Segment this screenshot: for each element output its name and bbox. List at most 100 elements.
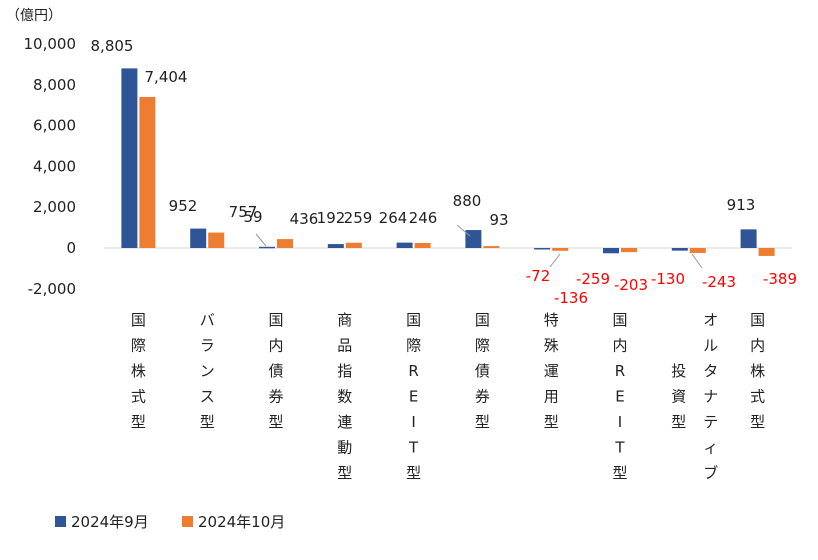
category-label-char: ナ bbox=[703, 388, 718, 406]
category-label-char: 型 bbox=[475, 413, 490, 431]
bar-2024-09 bbox=[465, 230, 482, 248]
bar-2024-09 bbox=[190, 228, 207, 248]
leader-line bbox=[691, 253, 703, 269]
bar-2024-09 bbox=[534, 248, 551, 250]
data-label-2024-10: 93 bbox=[489, 211, 508, 229]
bar-2024-09 bbox=[396, 242, 413, 248]
y-tick-label: 2,000 bbox=[33, 198, 76, 216]
category-label-char: ィ bbox=[703, 439, 718, 457]
category-label-char: R bbox=[408, 362, 418, 380]
data-label-2024-10: -203 bbox=[614, 276, 648, 294]
data-label-2024-10: 7,404 bbox=[145, 68, 188, 86]
category-label-char: 株 bbox=[750, 362, 765, 380]
data-label-2024-10: 246 bbox=[409, 209, 438, 227]
category-label-char: ス bbox=[200, 388, 215, 406]
data-label-2024-09: 264 bbox=[379, 209, 408, 227]
leader-line bbox=[456, 224, 471, 237]
category-label-char: 国 bbox=[750, 311, 765, 329]
category-label-char: 債 bbox=[475, 362, 490, 380]
legend-swatch-2024-10 bbox=[182, 516, 193, 527]
category-label-char: 品 bbox=[337, 337, 352, 355]
data-label-2024-09: 192 bbox=[317, 209, 346, 227]
y-tick-label: 4,000 bbox=[33, 157, 76, 175]
data-label-2024-10: 436 bbox=[290, 210, 319, 228]
category-label-char: 型 bbox=[750, 413, 765, 431]
category-label-char: 型 bbox=[612, 464, 627, 482]
category-label-char: 型 bbox=[200, 413, 215, 431]
category-label-char: バ bbox=[200, 311, 215, 329]
category-label-char: 債 bbox=[268, 362, 283, 380]
category-label-char: ラ bbox=[200, 337, 215, 355]
data-label-2024-09: -259 bbox=[576, 270, 610, 288]
bar-2024-10 bbox=[552, 248, 569, 251]
data-label-2024-10: -389 bbox=[763, 270, 797, 288]
bar-2024-09 bbox=[740, 229, 757, 248]
category-label-char: タ bbox=[703, 362, 718, 380]
data-label-2024-09: 8,805 bbox=[91, 37, 134, 55]
category-label-char: 株 bbox=[131, 362, 146, 380]
category-label-char: 特 bbox=[544, 311, 559, 329]
bar-2024-09 bbox=[259, 246, 275, 249]
category-label-char: オ bbox=[703, 311, 718, 329]
category-label-char: I bbox=[411, 413, 415, 431]
bar-2024-10 bbox=[758, 248, 775, 256]
category-label-char: 型 bbox=[337, 464, 352, 482]
category-label-char: ブ bbox=[703, 464, 718, 482]
category-label-char: R bbox=[615, 362, 625, 380]
category-label-char: 用 bbox=[544, 388, 559, 406]
y-tick-label: 8,000 bbox=[33, 76, 76, 94]
category-label-char: T bbox=[614, 439, 625, 457]
bar-2024-10 bbox=[689, 248, 706, 253]
bar-2024-10 bbox=[345, 242, 362, 248]
bar-2024-10 bbox=[208, 232, 225, 248]
data-label-2024-09: 880 bbox=[453, 192, 482, 210]
y-tick-label: 10,000 bbox=[24, 35, 77, 53]
data-label-2024-10: -243 bbox=[702, 273, 736, 291]
category-label-char: 指 bbox=[337, 362, 352, 380]
category-label-char: ル bbox=[703, 337, 718, 355]
bar-2024-09 bbox=[671, 248, 688, 251]
category-label-char: 際 bbox=[406, 337, 421, 355]
data-label-2024-09: -130 bbox=[651, 270, 685, 288]
data-labels: 8,805 952 59 192 264 880 -72 -259 -130 913 7,404 75… bbox=[91, 37, 798, 307]
category-label-char: 型 bbox=[131, 413, 146, 431]
bar-2024-10 bbox=[277, 239, 293, 248]
category-label-char: ン bbox=[200, 362, 215, 380]
bar-2024-10 bbox=[621, 248, 637, 253]
category-label-char: 型 bbox=[544, 413, 559, 431]
category-label-char: 内 bbox=[750, 337, 765, 355]
bar-2024-10 bbox=[483, 246, 500, 248]
category-label-char: 投 bbox=[671, 362, 686, 380]
category-label-char: 国 bbox=[268, 311, 283, 329]
category-label-char: 商 bbox=[337, 311, 352, 329]
category-label-char: 式 bbox=[131, 388, 146, 406]
category-label-char: 運 bbox=[544, 362, 559, 380]
data-label-2024-09: 913 bbox=[727, 196, 756, 214]
data-label-2024-10: 757 bbox=[229, 203, 258, 221]
category-label-char: T bbox=[408, 439, 419, 457]
category-label-char: 券 bbox=[268, 388, 283, 406]
leader-line bbox=[255, 233, 267, 247]
data-label-2024-10: -136 bbox=[554, 289, 588, 307]
category-label-char: 動 bbox=[337, 439, 352, 457]
category-label-char: テ bbox=[703, 413, 718, 431]
category-label-char: 殊 bbox=[544, 337, 559, 355]
category-label-char: 国 bbox=[475, 311, 490, 329]
category-label-char: 国 bbox=[612, 311, 627, 329]
category-label-char: 国 bbox=[131, 311, 146, 329]
category-label-char: 資 bbox=[671, 388, 686, 406]
category-label-char: 型 bbox=[406, 464, 421, 482]
category-label-char: 内 bbox=[268, 337, 283, 355]
bar-2024-10 bbox=[139, 96, 156, 248]
bars bbox=[121, 68, 775, 256]
category-label-char: 連 bbox=[337, 413, 352, 431]
data-label-2024-09: -72 bbox=[526, 267, 551, 285]
data-label-2024-09: 952 bbox=[169, 197, 198, 215]
legend-label-2024-09: 2024年9月 bbox=[71, 513, 149, 531]
data-label-2024-10: 259 bbox=[344, 209, 373, 227]
category-label-char: 内 bbox=[612, 337, 627, 355]
category-label-char: I bbox=[618, 413, 622, 431]
bar-2024-09 bbox=[121, 68, 138, 249]
category-label-char: 型 bbox=[671, 413, 686, 431]
legend-label-2024-10: 2024年10月 bbox=[198, 513, 285, 531]
